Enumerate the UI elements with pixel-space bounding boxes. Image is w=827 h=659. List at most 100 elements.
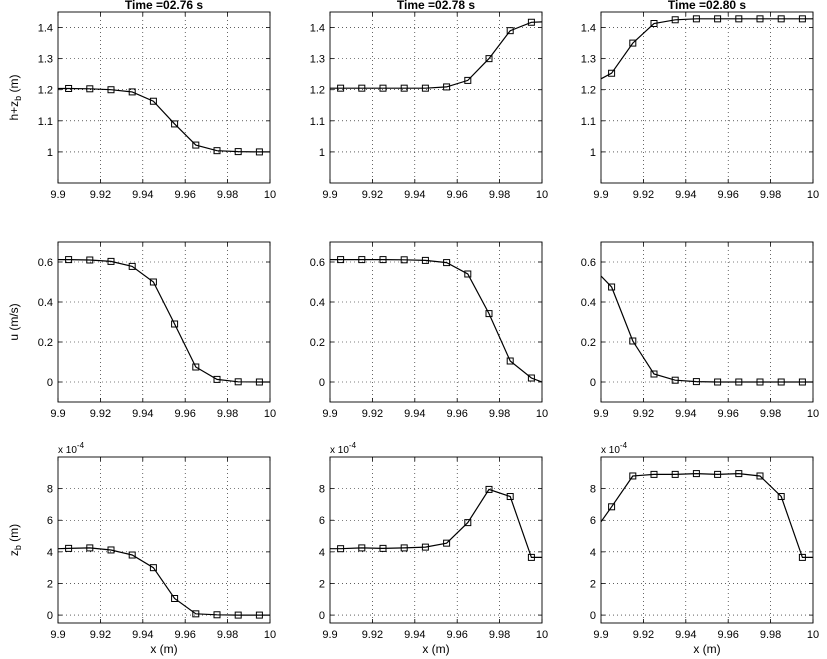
x-tick-label: 9.98 xyxy=(489,629,510,641)
data-point xyxy=(735,470,743,478)
data-point xyxy=(735,378,743,386)
x-tick-label: 9.92 xyxy=(362,189,383,201)
y-tick-label: 0.6 xyxy=(310,257,325,269)
x-tick-label: 9.94 xyxy=(404,189,425,201)
y-tick-label: 1.3 xyxy=(310,54,325,66)
data-point xyxy=(506,27,514,35)
data-point xyxy=(107,257,115,265)
x-tick-label: 9.92 xyxy=(633,189,654,201)
axes-frame xyxy=(57,11,271,184)
x-tick-label: 9.9 xyxy=(50,189,65,201)
data-point xyxy=(692,15,700,23)
x-tick-label: 9.9 xyxy=(593,408,608,420)
subplot-title: Time =02.78 s xyxy=(397,0,475,12)
x-tick-label: 9.92 xyxy=(90,408,111,420)
y-tick-label: 0 xyxy=(47,377,53,389)
data-point xyxy=(692,470,700,478)
y-tick-label: 0.2 xyxy=(310,337,325,349)
plot-area xyxy=(330,457,542,623)
subplot-9: 9.9 9.92 9.94 9.96 9.98 10 0 2 4 6 8 x (m) x 10-4 xyxy=(590,441,819,656)
y-tick-label: 4 xyxy=(47,547,53,559)
y-scale-label: x 10-4 xyxy=(601,441,628,456)
x-tick-label: 9.96 xyxy=(717,189,738,201)
data-point xyxy=(608,69,616,77)
data-point xyxy=(358,256,366,264)
plot-area xyxy=(330,12,542,183)
x-axis-label: x (m) xyxy=(422,642,449,656)
data-point xyxy=(650,20,658,28)
data-point xyxy=(650,470,658,478)
series-line xyxy=(58,547,270,616)
y-tick-label: 0.6 xyxy=(581,257,596,269)
data-point xyxy=(756,15,764,23)
data-point xyxy=(443,539,451,547)
x-tick-label: 9.96 xyxy=(446,629,467,641)
data-point xyxy=(86,256,94,264)
x-tick-label: 9.96 xyxy=(174,189,195,201)
axes-frame xyxy=(600,11,814,184)
data-point xyxy=(777,378,785,386)
data-point xyxy=(86,85,94,93)
data-point xyxy=(527,553,535,561)
plot-area xyxy=(601,12,813,183)
axes-frame xyxy=(600,456,814,624)
data-point xyxy=(421,84,429,92)
y-scale-label: x 10-4 xyxy=(330,441,357,456)
x-tick-label: 9.98 xyxy=(489,408,510,420)
y-tick-label: 0 xyxy=(47,610,53,622)
data-point xyxy=(798,15,806,23)
x-tick-label: 9.96 xyxy=(174,408,195,420)
data-point xyxy=(128,551,136,559)
data-point xyxy=(213,375,221,383)
y-tick-label: 4 xyxy=(319,547,325,559)
data-point xyxy=(671,376,679,384)
plot-area xyxy=(58,242,270,402)
x-tick-label: 9.96 xyxy=(446,189,467,201)
data-point xyxy=(608,283,616,291)
y-tick-label: 2 xyxy=(47,578,53,590)
axes-frame xyxy=(57,241,271,403)
y-tick-label: 1.3 xyxy=(38,54,53,66)
data-point xyxy=(485,310,493,318)
y-axis-label: h+zb (m) xyxy=(7,74,23,120)
y-tick-label: 8 xyxy=(319,484,325,496)
subplot-2: 9.9 9.92 9.94 9.96 9.98 10 1 1.1 1.2 1.3 1.4 Time =… xyxy=(310,0,548,201)
x-tick-label: 9.94 xyxy=(404,629,425,641)
data-point xyxy=(714,15,722,23)
x-tick-label: 9.92 xyxy=(633,408,654,420)
data-point xyxy=(756,378,764,386)
y-tick-label: 1.1 xyxy=(38,116,53,128)
data-point xyxy=(86,544,94,552)
y-axis-label: u (m/s) xyxy=(7,303,21,340)
data-point xyxy=(400,544,408,552)
x-tick-label: 9.94 xyxy=(404,408,425,420)
data-point xyxy=(337,84,345,92)
y-tick-label: 1.4 xyxy=(310,23,325,35)
y-tick-label: 1 xyxy=(47,147,53,159)
y-tick-label: 0.4 xyxy=(310,297,325,309)
data-point xyxy=(65,544,73,552)
data-point xyxy=(171,120,179,128)
data-point xyxy=(255,148,263,156)
data-point xyxy=(506,493,514,501)
data-point xyxy=(464,519,472,527)
x-tick-label: 9.96 xyxy=(446,408,467,420)
data-point xyxy=(714,378,722,386)
data-point xyxy=(234,611,242,619)
data-point xyxy=(735,15,743,23)
data-point xyxy=(213,147,221,155)
x-tick-label: 9.98 xyxy=(760,629,781,641)
x-tick-label: 9.9 xyxy=(322,408,337,420)
data-point xyxy=(149,278,157,286)
data-point xyxy=(149,97,157,105)
x-tick-label: 9.96 xyxy=(717,408,738,420)
y-tick-label: 6 xyxy=(47,515,53,527)
x-tick-label: 9.94 xyxy=(132,189,153,201)
x-tick-label: 10 xyxy=(807,408,819,420)
x-tick-label: 9.9 xyxy=(50,408,65,420)
series-line xyxy=(601,18,813,80)
data-point xyxy=(358,544,366,552)
x-tick-label: 9.9 xyxy=(322,189,337,201)
data-point xyxy=(400,84,408,92)
